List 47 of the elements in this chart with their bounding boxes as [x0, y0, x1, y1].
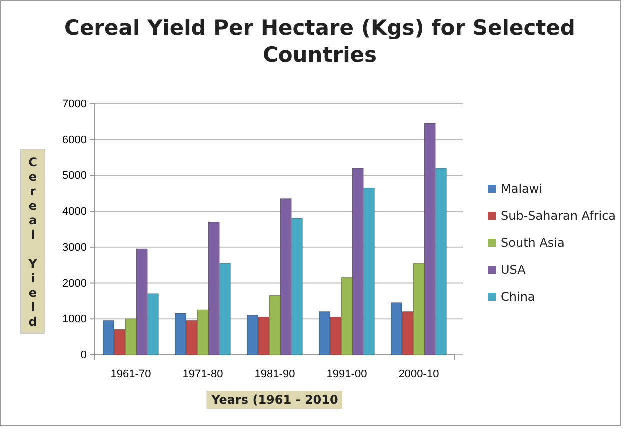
y-tick-label: 6000 [62, 134, 87, 146]
text: Cereal Yield [28, 156, 38, 329]
bar [424, 123, 436, 356]
bar [319, 312, 330, 356]
bar [136, 248, 148, 356]
bar [352, 168, 364, 356]
y-tick-label: 7000 [62, 98, 87, 111]
chart-title: Cereal Yield Per Hectare (Kgs) for Selected Countries [64, 16, 576, 67]
legend-label: China [501, 290, 536, 304]
bar [413, 263, 425, 356]
bar [364, 188, 375, 356]
bar [125, 318, 137, 356]
bar [208, 222, 220, 356]
bar [103, 320, 114, 356]
bar [292, 218, 303, 356]
bar [269, 296, 281, 356]
y-tick-label: 5000 [62, 170, 87, 182]
x-tick-label: 1961-70 [110, 368, 152, 380]
legend-label: South Asia [501, 236, 565, 250]
bar [220, 263, 231, 356]
bar [114, 330, 126, 356]
y-tick-label: 3000 [62, 242, 87, 254]
y-tick-label: 4000 [62, 206, 87, 218]
legend-label: Sub-Saharan Africa [501, 209, 616, 223]
bar [436, 168, 447, 356]
bar [148, 294, 159, 356]
bar [280, 198, 292, 356]
legend-label: Malawi [501, 182, 543, 196]
bar [330, 317, 342, 356]
bar [402, 312, 414, 356]
x-tick-label: 2000-10 [398, 368, 440, 380]
y-tick-label: 0 [80, 350, 87, 362]
bar [341, 278, 353, 356]
x-axis-title: Years (1961 - 2010 [210, 393, 338, 407]
bar [175, 313, 186, 356]
y-tick-label: 2000 [62, 278, 87, 290]
bar [391, 302, 402, 356]
x-tick-label: 1971-80 [182, 368, 224, 380]
bar [258, 317, 270, 356]
bar [186, 320, 198, 356]
x-tick-label: 1981-90 [254, 368, 296, 380]
bar [247, 315, 258, 356]
legend-label: USA [501, 263, 527, 277]
y-tick-label: 1000 [62, 314, 87, 326]
bar [197, 310, 209, 356]
axis-title-box: Years (1961 - 2010 [206, 391, 342, 409]
x-tick-label: 1991-00 [326, 368, 368, 380]
